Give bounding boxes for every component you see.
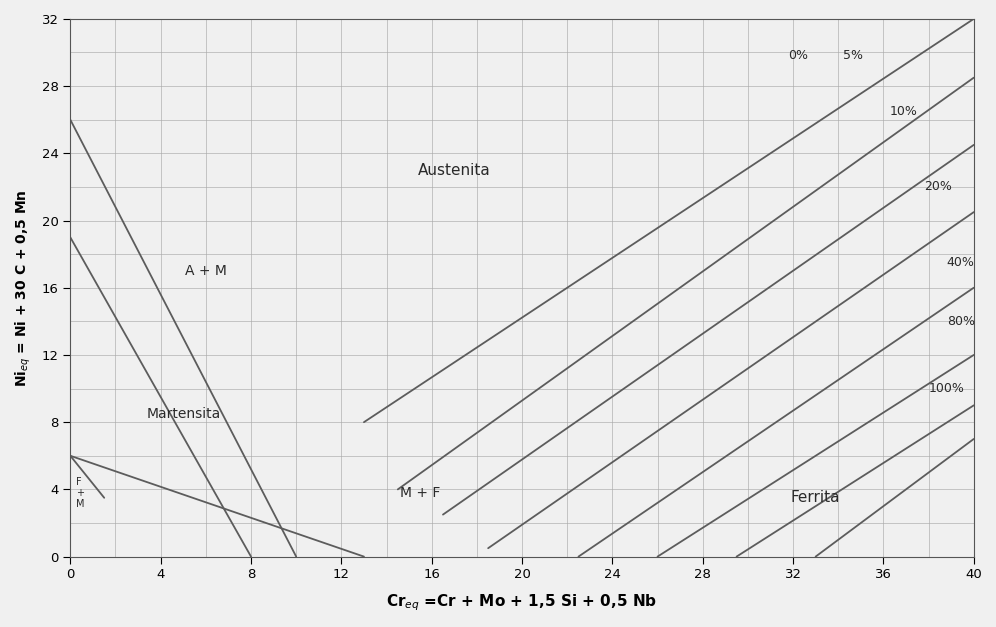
Text: A + M: A + M xyxy=(185,264,227,278)
Y-axis label: Ni$_{eq}$ = Ni + 30 C + 0,5 Mn: Ni$_{eq}$ = Ni + 30 C + 0,5 Mn xyxy=(14,189,33,386)
Text: 0%: 0% xyxy=(789,50,809,62)
Text: 40%: 40% xyxy=(946,256,974,269)
Text: Martensita: Martensita xyxy=(146,407,220,421)
X-axis label: Cr$_{eq}$ =Cr + Mo + 1,5 Si + 0,5 Nb: Cr$_{eq}$ =Cr + Mo + 1,5 Si + 0,5 Nb xyxy=(386,593,657,613)
Text: F
+
M: F + M xyxy=(76,477,85,508)
Text: 20%: 20% xyxy=(924,181,952,193)
Text: Ferrita: Ferrita xyxy=(791,490,841,505)
Text: 80%: 80% xyxy=(946,315,975,328)
Text: 5%: 5% xyxy=(843,50,863,62)
Text: M + F: M + F xyxy=(400,486,440,500)
Text: 100%: 100% xyxy=(928,382,964,395)
Text: 10%: 10% xyxy=(890,105,918,118)
Text: Austenita: Austenita xyxy=(418,162,491,177)
